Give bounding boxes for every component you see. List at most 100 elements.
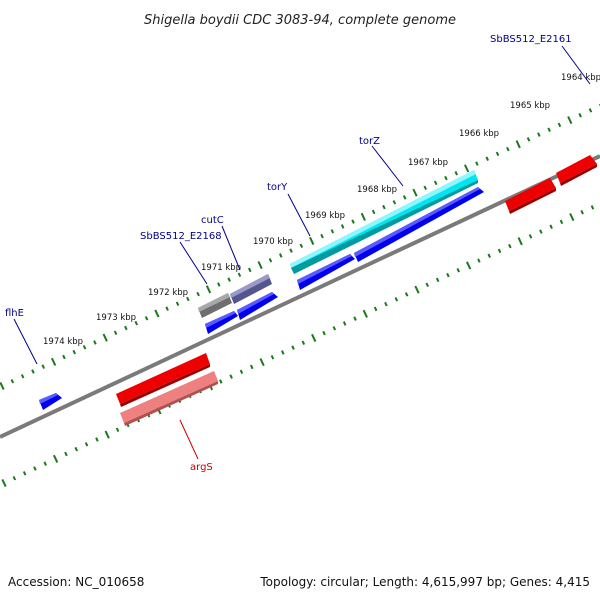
tick-mark	[10, 378, 15, 384]
tick-mark	[414, 285, 420, 294]
tick-mark	[394, 297, 399, 302]
tick-mark	[31, 369, 35, 374]
gene-reverse-block-3[interactable]	[116, 353, 210, 407]
gene-reverse-block-1[interactable]	[556, 155, 597, 186]
tick-mark	[332, 326, 337, 331]
kbp-label-1964: 1964 kbp	[561, 73, 600, 83]
tick-mark	[1, 478, 7, 488]
tick-mark	[433, 180, 438, 186]
tick-mark	[446, 272, 450, 278]
gene-flhE-block[interactable]	[39, 393, 62, 410]
tick-mark	[50, 357, 57, 366]
gene-argS-block[interactable]	[120, 371, 218, 426]
tick-mark	[425, 282, 430, 288]
tick-mark	[435, 277, 440, 283]
gene-cutC-block[interactable]	[230, 274, 272, 304]
tick-mark	[320, 233, 324, 239]
tick-mark	[526, 137, 531, 142]
kbp-label-1973: 1973 kbp	[96, 313, 136, 323]
gene-callout-lines	[13, 45, 591, 460]
tick-mark	[249, 364, 254, 370]
gene-SbBS512_E2168-block[interactable]	[198, 293, 232, 318]
tick-mark	[557, 122, 562, 128]
tick-mark	[477, 258, 481, 263]
kbp-labels: 1964 kbp 1965 kbp 1966 kbp 1967 kbp 1968…	[43, 73, 600, 347]
gene-label-cutC[interactable]: cutC	[201, 215, 224, 226]
tick-mark	[95, 437, 99, 442]
tick-mark	[259, 358, 265, 367]
tick-mark	[299, 243, 304, 249]
tick-mark	[12, 475, 17, 481]
tick-mark	[33, 466, 37, 471]
tick-mark	[62, 354, 66, 360]
kbp-label-1968: 1968 kbp	[357, 185, 397, 195]
tick-mark	[487, 253, 492, 259]
tick-mark	[309, 236, 315, 246]
tick-mark	[402, 195, 407, 200]
tick-mark	[82, 345, 87, 350]
kbp-label-1974: 1974 kbp	[43, 337, 83, 347]
tick-mark	[154, 309, 160, 318]
tick-mark	[52, 454, 59, 463]
tick-mark	[559, 219, 564, 225]
tick-mark	[64, 451, 68, 457]
tick-mark	[22, 471, 27, 476]
map-title: Shigella boydii CDC 3083-94, complete ge…	[144, 13, 456, 28]
tick-mark	[475, 161, 479, 166]
gene-label-SbBS512_E2161[interactable]: SbBS512_E2161	[490, 34, 572, 45]
tick-mark	[289, 248, 293, 253]
tick-mark	[239, 369, 244, 375]
tick-mark	[578, 112, 582, 118]
tick-mark	[497, 248, 502, 254]
gene-label-torZ[interactable]: torZ	[359, 136, 380, 147]
tick-mark	[72, 349, 77, 355]
tick-mark	[412, 188, 418, 197]
tick-mark	[102, 333, 108, 342]
gene-forward-block-3[interactable]	[205, 311, 238, 334]
gene-reverse-block-2[interactable]	[505, 178, 556, 214]
tick-mark	[330, 229, 335, 234]
tick-mark	[362, 309, 368, 318]
gene-label-argS[interactable]: argS	[190, 462, 213, 473]
tick-mark	[353, 316, 357, 321]
tick-mark	[517, 237, 523, 246]
tick-mark	[229, 374, 233, 379]
tick-mark	[278, 253, 283, 258]
gene-torY-block[interactable]	[354, 187, 484, 262]
kbp-label-1970: 1970 kbp	[253, 237, 293, 247]
tick-mark	[41, 364, 46, 369]
tick-mark	[537, 132, 541, 137]
tick-mark	[43, 461, 48, 466]
kbp-label-1969: 1969 kbp	[305, 211, 345, 221]
kbp-label-1966: 1966 kbp	[459, 129, 499, 139]
gene-forward-block-1[interactable]	[297, 254, 355, 290]
tick-mark	[301, 340, 306, 346]
gene-label-SbBS512_E2168[interactable]: SbBS512_E2168	[140, 231, 222, 242]
tick-mark	[270, 355, 275, 360]
tick-mark	[463, 164, 470, 173]
tick-mark	[373, 306, 378, 312]
tick-mark	[590, 205, 595, 210]
tick-mark	[280, 350, 285, 355]
tick-mark	[268, 258, 273, 263]
gene-forward-block-2[interactable]	[237, 292, 278, 320]
tick-mark	[247, 267, 252, 273]
tick-mark	[549, 224, 553, 230]
tick-mark	[351, 219, 355, 224]
tick-mark	[311, 333, 317, 343]
tick-mark	[371, 209, 376, 215]
kbp-label-1967: 1967 kbp	[408, 158, 448, 168]
gene-torZ-block[interactable]	[290, 170, 478, 274]
gene-label-torY[interactable]: torY	[267, 182, 288, 193]
tick-mark	[144, 316, 149, 321]
tick-mark	[580, 209, 584, 215]
tick-mark	[404, 292, 409, 297]
tick-ring-inner	[1, 205, 595, 488]
tick-mark	[134, 320, 139, 326]
tick-mark	[124, 325, 128, 331]
tick-mark	[205, 285, 212, 294]
tick-mark	[465, 261, 472, 270]
gene-label-flhE[interactable]: flhE	[5, 308, 24, 319]
tick-mark	[456, 267, 461, 273]
tick-mark	[588, 108, 593, 113]
